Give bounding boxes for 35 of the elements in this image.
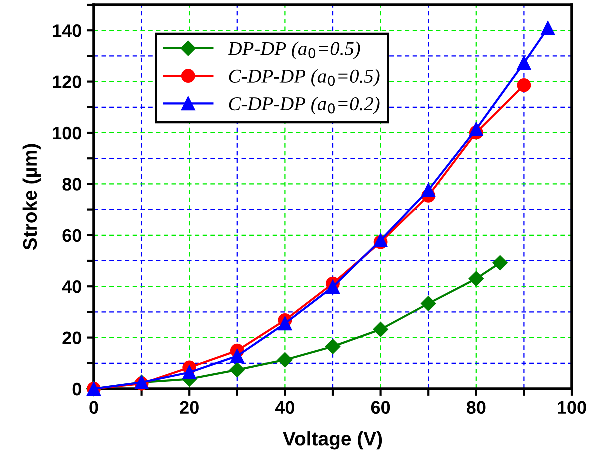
x-axis-title: Voltage (V): [283, 432, 382, 450]
point: [468, 271, 484, 286]
legend-label: C-DP-DP (a$_{0}$=0.5): [229, 69, 380, 87]
point: [230, 362, 245, 378]
y-tick-label: 40: [62, 280, 82, 294]
point: [492, 255, 508, 271]
y-tick-label: 140: [53, 24, 82, 38]
point: [517, 78, 532, 92]
point: [517, 56, 532, 70]
x-tick-label: 80: [466, 401, 486, 414]
point: [422, 183, 436, 198]
legend-label: DP-DP (a$_{0}$=0.5): [228, 42, 360, 60]
y-tick-label: 80: [62, 178, 82, 191]
point: [230, 349, 244, 364]
point: [469, 122, 484, 136]
legend-label: C-DP-DP (a$_{0}$=0.2): [229, 96, 380, 115]
point: [278, 352, 293, 368]
point: [373, 322, 388, 338]
point: [278, 316, 292, 331]
x-tick-label: 20: [180, 401, 199, 414]
y-axis-title: Stroke (µm): [22, 144, 41, 250]
x-tick-label: 100: [558, 401, 586, 414]
point: [541, 21, 556, 36]
point: [326, 280, 340, 294]
y-tick-label: 60: [62, 229, 82, 242]
point: [421, 296, 436, 312]
y-tick-label: 120: [53, 76, 82, 89]
x-tick-label: 40: [275, 401, 295, 414]
point: [182, 366, 197, 380]
point: [325, 339, 341, 354]
x-tick-label: 60: [371, 401, 390, 414]
y-tick-label: 100: [53, 126, 82, 140]
y-tick-label: 0: [72, 382, 82, 396]
x-tick-label: 0: [90, 401, 98, 414]
y-tick-label: 20: [62, 332, 82, 345]
